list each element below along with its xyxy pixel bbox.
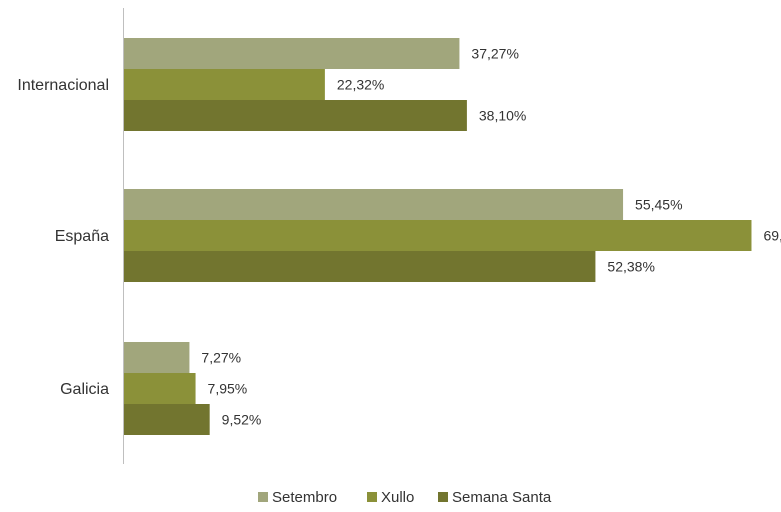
category-label-espana: España (55, 228, 109, 245)
value-label-internacional-semana-santa: 38,10% (479, 108, 526, 124)
legend-label-xullo: Xullo (381, 489, 414, 506)
bar-internacional-semana-santa (124, 100, 467, 131)
bar-internacional-setembro (124, 38, 460, 69)
legend: Setembro Xullo Semana Santa (258, 489, 552, 506)
legend-label-semana-santa: Semana Santa (452, 489, 552, 506)
bar-espana-xullo (124, 220, 752, 251)
legend-swatch-setembro (258, 492, 268, 502)
value-label-espana-xullo: 69,72% (763, 228, 781, 244)
legend-swatch-semana-santa (438, 492, 448, 502)
bars-group (124, 38, 752, 435)
bar-galicia-xullo (124, 373, 196, 404)
value-label-espana-semana-santa: 52,38% (607, 259, 654, 275)
bar-espana-setembro (124, 189, 624, 220)
category-labels-group: Internacional España Galicia (17, 77, 109, 398)
bar-galicia-semana-santa (124, 404, 210, 435)
legend-label-setembro: Setembro (272, 489, 337, 506)
category-label-galicia: Galicia (60, 381, 109, 398)
value-label-galicia-setembro: 7,27% (201, 350, 241, 366)
bar-galicia-setembro (124, 342, 190, 373)
value-label-galicia-xullo: 7,95% (208, 381, 248, 397)
legend-swatch-xullo (367, 492, 377, 502)
value-labels-group: 37,27% 22,32% 38,10% 55,45% 69,72% 52,38% 7,27… (201, 46, 781, 428)
value-label-internacional-setembro: 37,27% (471, 46, 518, 62)
bar-internacional-xullo (124, 69, 325, 100)
value-label-galicia-semana-santa: 9,52% (222, 412, 262, 428)
bar-espana-semana-santa (124, 251, 596, 282)
value-label-espana-setembro: 55,45% (635, 197, 682, 213)
category-label-internacional: Internacional (17, 77, 109, 94)
value-label-internacional-xullo: 22,32% (337, 77, 384, 93)
